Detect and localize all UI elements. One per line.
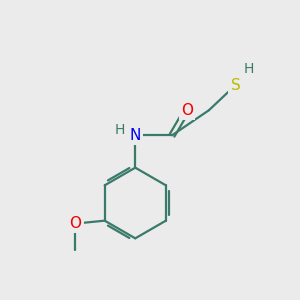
Text: H: H	[115, 123, 125, 137]
Text: S: S	[230, 78, 240, 93]
Text: O: O	[181, 103, 193, 118]
Text: O: O	[69, 216, 81, 231]
Text: N: N	[130, 128, 141, 143]
Text: H: H	[244, 62, 254, 76]
